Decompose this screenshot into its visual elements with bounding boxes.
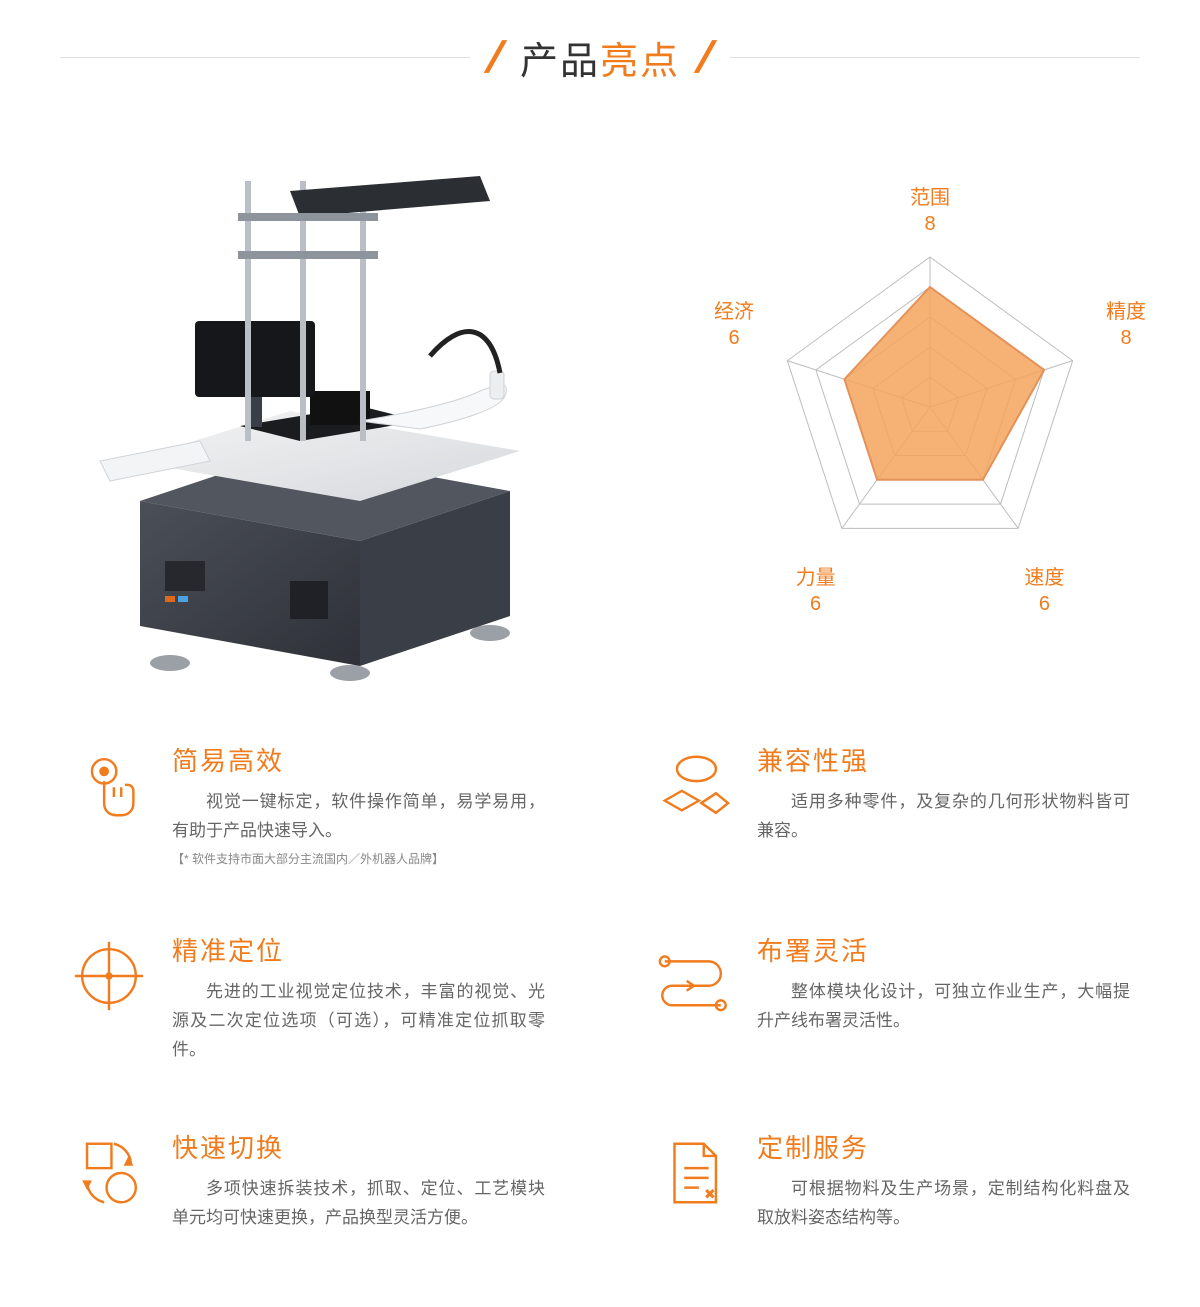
- section-title: / 产品亮点 /: [60, 30, 1140, 85]
- radar-label-0: 范围8: [910, 185, 950, 237]
- feature-title: 定制服务: [757, 1128, 1130, 1165]
- feature-desc: 适用多种零件，及复杂的几何形状物料皆可兼容。: [757, 788, 1130, 846]
- radar-label-1: 精度8: [1106, 299, 1146, 351]
- feature-item: 简易高效 视觉一键标定，软件操作简单，易学易用，有助于产品快速导入。 【* 软件…: [70, 741, 545, 867]
- feature-item: 兼容性强 适用多种零件，及复杂的几何形状物料皆可兼容。: [655, 741, 1130, 867]
- features-grid: 简易高效 视觉一键标定，软件操作简单，易学易用，有助于产品快速导入。 【* 软件…: [60, 741, 1140, 1233]
- title-part2: 亮点: [600, 41, 680, 83]
- radar-label-3: 力量6: [796, 565, 836, 617]
- crosshair-icon: [70, 937, 148, 1015]
- title-rule-left: [60, 57, 470, 58]
- feature-note: 【* 软件支持市面大部分主流国内／外机器人品牌】: [172, 850, 545, 867]
- feature-desc: 视觉一键标定，软件操作简单，易学易用，有助于产品快速导入。: [172, 788, 545, 846]
- feature-item: 定制服务 可根据物料及生产场景，定制结构化料盘及取放料姿态结构等。: [655, 1128, 1130, 1233]
- feature-title: 简易高效: [172, 741, 545, 778]
- path-icon: [655, 937, 733, 1015]
- feature-title: 布署灵活: [757, 931, 1130, 968]
- touch-icon: [70, 747, 148, 825]
- feature-item: 布署灵活 整体模块化设计，可独立作业生产，大幅提升产线布署灵活性。: [655, 931, 1130, 1065]
- document-icon: [655, 1134, 733, 1212]
- hero-row: 范围8 精度8 速度6 力量6 经济6: [60, 121, 1140, 681]
- slash-right-icon: /: [694, 33, 717, 83]
- feature-title: 兼容性强: [757, 741, 1130, 778]
- feature-desc: 可根据物料及生产场景，定制结构化料盘及取放料姿态结构等。: [757, 1175, 1130, 1233]
- feature-desc: 整体模块化设计，可独立作业生产，大幅提升产线布署灵活性。: [757, 978, 1130, 1036]
- feature-item: 快速切换 多项快速拆装技术，抓取、定位、工艺模块单元均可快速更换，产品换型灵活方…: [70, 1128, 545, 1233]
- feature-title: 快速切换: [172, 1128, 545, 1165]
- feature-title: 精准定位: [172, 931, 545, 968]
- feature-item: 精准定位 先进的工业视觉定位技术，丰富的视觉、光源及二次定位选项（可选），可精准…: [70, 931, 545, 1065]
- cycle-icon: [70, 1134, 148, 1212]
- product-photo: [60, 121, 540, 681]
- title-part1: 产品: [520, 41, 600, 83]
- radar-chart: 范围8 精度8 速度6 力量6 经济6: [720, 191, 1140, 611]
- feature-desc: 多项快速拆装技术，抓取、定位、工艺模块单元均可快速更换，产品换型灵活方便。: [172, 1175, 545, 1233]
- slash-left-icon: /: [483, 33, 506, 83]
- radar-label-4: 经济6: [714, 299, 754, 351]
- feature-desc: 先进的工业视觉定位技术，丰富的视觉、光源及二次定位选项（可选），可精准定位抓取零…: [172, 978, 545, 1065]
- title-rule-right: [730, 57, 1140, 58]
- radar-label-2: 速度6: [1024, 565, 1064, 617]
- shapes-icon: [655, 747, 733, 825]
